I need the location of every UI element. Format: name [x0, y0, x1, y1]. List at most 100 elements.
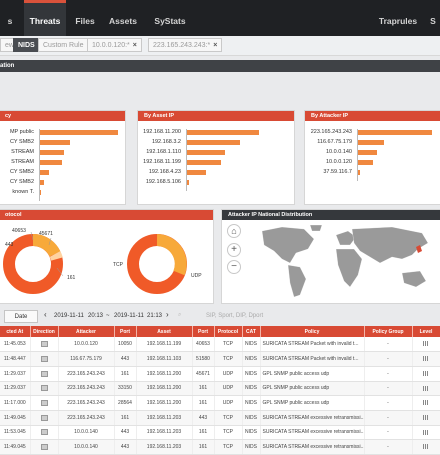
bar[interactable]: [187, 130, 259, 135]
table-row[interactable]: 11:48.447 116.67.75.179 443 192.168.11.103 5…: [0, 351, 440, 367]
bar[interactable]: [40, 130, 118, 135]
level-bar-icon: [425, 429, 426, 435]
column-header[interactable]: Policy: [260, 326, 365, 337]
table-cell: 11:29.037: [0, 381, 31, 397]
zoom-out-button[interactable]: −: [227, 260, 241, 274]
table-cell: 443: [114, 439, 137, 455]
table-row[interactable]: 11:17.000 223.165.243.243 28564 192.168.11.…: [0, 395, 440, 411]
column-header[interactable]: Direction: [30, 326, 59, 337]
table-cell: TCP: [214, 337, 243, 353]
bar-label: 116.67.75.179: [317, 139, 352, 145]
bar[interactable]: [40, 170, 49, 175]
level-icon: [412, 351, 440, 367]
bar[interactable]: [187, 150, 226, 155]
bar[interactable]: [358, 160, 373, 165]
tab-threats[interactable]: Threats: [24, 0, 66, 40]
close-icon[interactable]: ×: [213, 42, 218, 49]
column-header[interactable]: cted At: [0, 326, 31, 337]
zoom-in-button[interactable]: +: [227, 243, 241, 257]
table-row[interactable]: 11:29.037 223.165.243.243 33150 192.168.11.…: [0, 381, 440, 397]
bar[interactable]: [40, 160, 62, 165]
filter-bar: ew NIDS Custom Rule 10.0.0.120:* × 223.16…: [0, 36, 440, 56]
table-cell: UDP: [214, 395, 243, 411]
bar[interactable]: [40, 190, 42, 195]
table-cell: -: [364, 439, 413, 455]
start-time[interactable]: 20:13: [88, 313, 104, 319]
column-header[interactable]: Port: [192, 326, 215, 337]
tab-partial-right[interactable]: S: [430, 16, 436, 26]
table-cell: 11:53.045: [0, 425, 31, 441]
bar[interactable]: [358, 140, 384, 145]
column-header[interactable]: Attacker: [58, 326, 115, 337]
table-cell: TCP: [214, 410, 243, 426]
tab-files[interactable]: Files: [75, 16, 95, 26]
search-input[interactable]: SIP, Sport, DIP, Dport: [206, 313, 264, 319]
prev-arrow-icon[interactable]: ‹: [44, 310, 47, 319]
column-header[interactable]: CAT: [242, 326, 261, 337]
table-cell: 443: [114, 425, 137, 441]
level-bar-icon: [423, 370, 424, 376]
world-map[interactable]: [252, 223, 440, 301]
end-time[interactable]: 21:13: [147, 313, 163, 319]
start-date[interactable]: 2019-11-11: [54, 313, 84, 319]
bar[interactable]: [187, 140, 240, 145]
donut-label-udp: UDP: [191, 273, 202, 279]
filter-chip-custom-rule[interactable]: Custom Rule: [38, 38, 89, 52]
bar[interactable]: [187, 180, 190, 185]
direction-icon: [30, 395, 59, 411]
column-header[interactable]: Asset: [136, 326, 193, 337]
column-header[interactable]: Port: [114, 326, 137, 337]
table-cell: 51580: [192, 351, 215, 367]
table-row[interactable]: 11:49.045 223.165.243.243 161 192.168.11.20…: [0, 410, 440, 426]
table-cell: NIDS: [242, 425, 261, 441]
home-icon[interactable]: ⌂: [227, 224, 241, 238]
bar-label: 192.168.11.200: [143, 129, 181, 135]
table-cell: 161: [114, 366, 137, 382]
tab-assets[interactable]: Assets: [109, 16, 137, 26]
table-cell: UDP: [214, 381, 243, 397]
filter-chip-nids[interactable]: NIDS: [13, 38, 40, 52]
date-range-button[interactable]: Date Range: [4, 310, 38, 333]
level-bar-icon: [427, 356, 428, 362]
next-arrow-icon[interactable]: ›: [166, 310, 169, 319]
bar[interactable]: [187, 170, 207, 175]
table-cell: GPL SNMP public access udp: [260, 381, 365, 397]
bar[interactable]: [358, 150, 377, 155]
bar[interactable]: [40, 140, 71, 145]
axis-line: [186, 129, 187, 191]
tab-partial[interactable]: s: [7, 16, 13, 26]
table-cell: 192.168.11.203: [136, 410, 193, 426]
column-header[interactable]: Policy Group: [364, 326, 413, 337]
bar[interactable]: [358, 170, 360, 175]
bar[interactable]: [40, 150, 64, 155]
level-bar-icon: [427, 385, 428, 391]
table-row[interactable]: 11:45.053 10.0.0.120 10050 192.168.11.199 40…: [0, 337, 440, 353]
filter-chip-10-0-0-120[interactable]: 10.0.0.120:* ×: [87, 38, 142, 52]
table-cell: SURICATA STREAM Packet with invalid t...: [260, 337, 365, 353]
bar-label: 10.0.0.140: [326, 149, 352, 155]
bar[interactable]: [187, 160, 221, 165]
bar[interactable]: [40, 180, 45, 185]
table-cell: 161: [114, 410, 137, 426]
level-icon: [412, 395, 440, 411]
level-icon: [412, 425, 440, 441]
panel-attacker-ip-map: Attacker IP National Distribution ⌂ + −: [221, 209, 440, 304]
table-cell: NIDS: [242, 395, 261, 411]
bar[interactable]: [358, 130, 432, 135]
bar-label: 192.168.4.23: [148, 169, 181, 175]
tab-systats[interactable]: SyStats: [154, 16, 186, 26]
table-row[interactable]: 11:29.037 223.165.243.243 161 192.168.11.20…: [0, 366, 440, 382]
tab-traprules[interactable]: Traprules: [378, 16, 418, 26]
panel-by-protocol: otocol 40653 443 45671 161 TCP UDP: [0, 209, 214, 304]
column-header[interactable]: Protocol: [214, 326, 243, 337]
table-row[interactable]: 11:49.045 10.0.0.140 443 192.168.11.203 161 T…: [0, 439, 440, 455]
table-cell: 192.168.11.200: [136, 381, 193, 397]
map-greenland: [309, 224, 323, 232]
table-row[interactable]: 11:53.045 10.0.0.140 443 192.168.11.203 161 T…: [0, 425, 440, 441]
filter-chip-223-165-243-243[interactable]: 223.165.243.243:* ×: [148, 38, 223, 52]
level-bar-icon: [425, 356, 426, 362]
close-icon[interactable]: ×: [132, 42, 137, 49]
column-header[interactable]: Level: [412, 326, 440, 337]
end-date[interactable]: 2019-11-11: [114, 313, 144, 319]
level-bar-icon: [425, 370, 426, 376]
